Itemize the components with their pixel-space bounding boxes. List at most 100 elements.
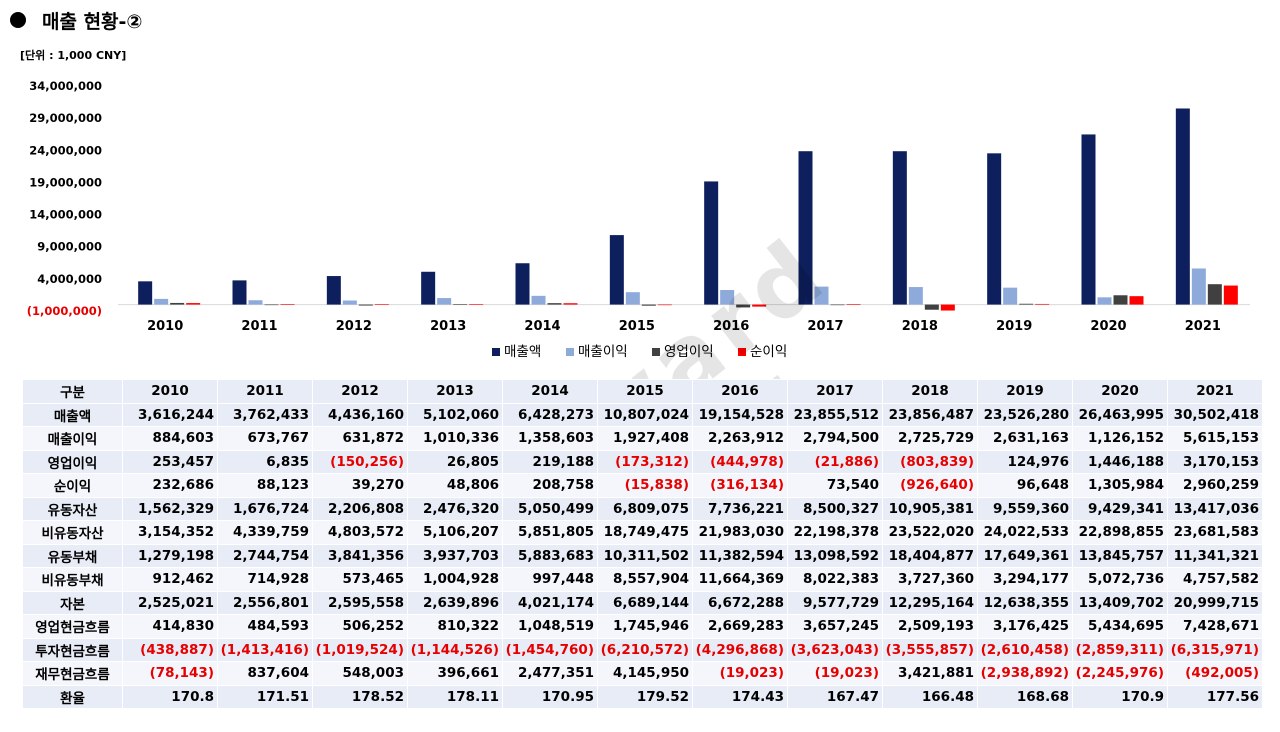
table-cell: 414,830 — [122, 614, 218, 639]
table-cell: 3,727,360 — [882, 567, 978, 592]
table-cell: (6,315,971) — [1167, 637, 1263, 662]
table-row-label: 유동자산 — [22, 496, 123, 521]
table-cell: 3,937,703 — [407, 543, 503, 568]
unit-label: [단위 : 1,000 CNY] — [20, 49, 127, 62]
table-header-year: 2013 — [407, 379, 503, 404]
table-row-label: 투자현금흐름 — [22, 637, 123, 662]
table-cell: (803,839) — [882, 449, 978, 474]
table-header-year: 2010 — [122, 379, 218, 404]
table-cell: 2,595,558 — [312, 590, 408, 615]
table-cell: (1,019,524) — [312, 637, 408, 662]
bar-매출액-2011 — [232, 280, 247, 305]
table-cell: 2,794,500 — [787, 426, 883, 451]
table-cell: 166.48 — [882, 684, 978, 709]
table-cell: 9,559,360 — [977, 496, 1073, 521]
table-cell: 837,604 — [217, 661, 313, 686]
bar-매출액-2010 — [138, 281, 153, 305]
table-cell: 6,672,288 — [692, 590, 788, 615]
table-cell: 10,311,502 — [597, 543, 693, 568]
table-cell: 6,689,144 — [597, 590, 693, 615]
table-cell: 1,562,329 — [122, 496, 218, 521]
table-cell: 178.11 — [407, 684, 503, 709]
bar-매출액-2018 — [892, 151, 907, 305]
table-cell: (316,134) — [692, 473, 788, 498]
y-tick-label: 19,000,000 — [29, 175, 102, 189]
table-cell: 170.95 — [502, 684, 598, 709]
bar-매출액-2016 — [704, 181, 719, 305]
table-cell: 22,198,378 — [787, 520, 883, 545]
bar-매출이익-2015 — [625, 292, 640, 305]
table-cell: 2,509,193 — [882, 614, 978, 639]
table-cell: 26,463,995 — [1072, 402, 1168, 427]
table-cell: 4,757,582 — [1167, 567, 1263, 592]
table-row: 투자현금흐름 (438,887) (1,413,416) (1,019,524) (1,… — [22, 637, 1263, 662]
table-row-label: 비유동자산 — [22, 520, 123, 545]
table-cell: 30,502,418 — [1167, 402, 1263, 427]
page-title-text: 매출 현황-② — [42, 10, 143, 33]
table-cell: 2,744,754 — [217, 543, 313, 568]
table-cell: 884,603 — [122, 426, 218, 451]
table-row: 순이익 232,686 88,123 39,270 48,806 208,758 (15,8… — [22, 473, 1263, 498]
table-cell: 10,807,024 — [597, 402, 693, 427]
table-header-year: 2020 — [1072, 379, 1168, 404]
table-cell: (3,555,857) — [882, 637, 978, 662]
table-header-year: 2016 — [692, 379, 788, 404]
table-cell: 5,102,060 — [407, 402, 503, 427]
table-header-label: 구분 — [22, 379, 123, 404]
x-tick-label: 2012 — [336, 319, 372, 334]
table-cell: 2,476,320 — [407, 496, 503, 521]
legend-swatch — [738, 348, 746, 356]
table-cell: 20,999,715 — [1167, 590, 1263, 615]
bullet-icon — [10, 12, 26, 28]
table-cell: 573,465 — [312, 567, 408, 592]
table-row-label: 유동부채 — [22, 543, 123, 568]
table-cell: 2,639,896 — [407, 590, 503, 615]
table-cell: 5,615,153 — [1167, 426, 1263, 451]
bar-영업이익-2021 — [1207, 284, 1222, 305]
table-cell: 3,294,177 — [977, 567, 1073, 592]
bar-매출이익-2021 — [1191, 268, 1206, 305]
table-header-year: 2018 — [882, 379, 978, 404]
table-row: 비유동자산 3,154,352 4,339,759 4,803,572 5,106,20… — [22, 520, 1263, 545]
y-tick-label: 34,000,000 — [29, 79, 102, 93]
table-cell: (2,245,976) — [1072, 661, 1168, 686]
x-tick-label: 2017 — [807, 319, 843, 334]
bar-순이익-2020 — [1129, 296, 1144, 305]
table-row-label: 영업현금흐름 — [22, 614, 123, 639]
table-cell: 7,736,221 — [692, 496, 788, 521]
table-cell: 48,806 — [407, 473, 503, 498]
table-cell: 17,649,361 — [977, 543, 1073, 568]
table-cell: 5,050,499 — [502, 496, 598, 521]
bar-순이익-2021 — [1223, 285, 1238, 305]
bar-매출이익-2020 — [1097, 297, 1112, 305]
table-cell: 13,845,757 — [1072, 543, 1168, 568]
table-cell: 73,540 — [787, 473, 883, 498]
y-tick-label: 9,000,000 — [37, 240, 102, 254]
table-row-label: 매출액 — [22, 402, 123, 427]
table-cell: 13,417,036 — [1167, 496, 1263, 521]
bar-영업이익-2015 — [641, 304, 656, 306]
table-cell: (1,454,760) — [502, 637, 598, 662]
table-header-year: 2017 — [787, 379, 883, 404]
table-cell: 12,638,355 — [977, 590, 1073, 615]
table-cell: 6,809,075 — [597, 496, 693, 521]
table-cell: 2,669,283 — [692, 614, 788, 639]
table-cell: 1,126,152 — [1072, 426, 1168, 451]
x-tick-label: 2011 — [241, 319, 277, 334]
table-cell: 912,462 — [122, 567, 218, 592]
y-tick-label: 14,000,000 — [29, 208, 102, 222]
table-cell: 2,263,912 — [692, 426, 788, 451]
table-cell: 21,983,030 — [692, 520, 788, 545]
bar-순이익-2012 — [374, 304, 389, 305]
bar-매출액-2021 — [1175, 108, 1190, 305]
bar-영업이익-2017 — [830, 304, 845, 306]
y-tick-label: 29,000,000 — [29, 111, 102, 125]
table-cell: 208,758 — [502, 473, 598, 498]
table-cell: 3,154,352 — [122, 520, 218, 545]
table-cell: 2,556,801 — [217, 590, 313, 615]
table-cell: 26,805 — [407, 449, 503, 474]
table-cell: 810,322 — [407, 614, 503, 639]
x-tick-label: 2018 — [902, 319, 938, 334]
bar-매출액-2020 — [1081, 134, 1096, 305]
table-cell: 5,072,736 — [1072, 567, 1168, 592]
